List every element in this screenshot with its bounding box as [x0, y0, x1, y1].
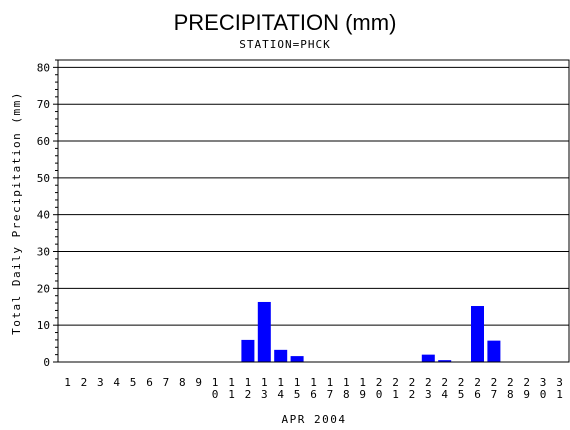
- y-tick-label: 30: [37, 246, 50, 259]
- y-axis-ticks: 0 10 20 30 40 50 60 70 80: [37, 59, 58, 369]
- y-tick-label: 20: [37, 282, 50, 295]
- y-tick-label: 70: [37, 98, 50, 111]
- x-tick-label: 2: [81, 376, 88, 389]
- y-tick-label: 10: [37, 319, 50, 332]
- bar-day-24: [438, 360, 452, 362]
- y-tick-label: 80: [37, 61, 50, 74]
- plot-frame: [57, 59, 570, 363]
- x-axis-ticks: 1 2 3 4 5 6 7 8 9 1 01 11 21 31 41 51 61 71 81 92 02 12 22 32 42…: [64, 376, 563, 401]
- y-tick-label: 0: [43, 356, 50, 369]
- chart-title: PRECIPITATION (mm): [174, 10, 397, 35]
- bar-day-15: [290, 356, 304, 362]
- bar-day-13: [257, 301, 271, 362]
- x-tick-label: 5: [130, 376, 137, 389]
- x-tick-label: 1: [64, 376, 71, 389]
- y-tick-label: 50: [37, 172, 50, 185]
- x-tick-label: 6: [146, 376, 153, 389]
- bar-day-12: [241, 339, 255, 362]
- grid-lines: [58, 66, 569, 326]
- y-axis-label: Total Daily Precipitation (mm): [10, 91, 23, 335]
- bar-day-26: [471, 306, 484, 362]
- bar-day-23: [421, 354, 435, 362]
- y-tick-label: 60: [37, 135, 50, 148]
- bar-day-14: [274, 349, 288, 362]
- chart-subtitle: STATION=PHCK: [239, 38, 330, 51]
- x-tick-label: 3: [97, 376, 104, 389]
- x-tick-label: 8: [179, 376, 186, 389]
- y-tick-label: 40: [37, 209, 50, 222]
- x-axis-label: APR 2004: [282, 413, 347, 426]
- x-tick-label: 4: [113, 376, 120, 389]
- bar-day-27: [487, 340, 501, 362]
- x-tick-label: 9: [195, 376, 202, 389]
- x-tick-label: 7: [163, 376, 170, 389]
- bars-group: [241, 301, 501, 362]
